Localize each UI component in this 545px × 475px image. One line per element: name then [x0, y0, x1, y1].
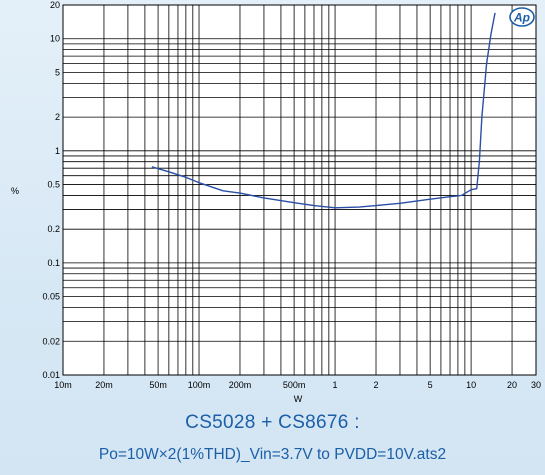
ap-logo: Ap [509, 7, 535, 27]
series-line-0 [151, 12, 496, 209]
chart-title: CS5028 + CS8676 : [185, 412, 360, 433]
y-tick-label: 0.1 [47, 258, 60, 268]
y-tick-labels: 0.01 0.02 0.05 0.1 0.2 0.5 1 2 5 10 20 [42, 0, 60, 380]
y-tick-label: 0.5 [47, 180, 60, 190]
x-tick-label: 20 [507, 380, 517, 390]
grid-lines [62, 4, 537, 376]
y-tick-label: 10 [50, 34, 60, 44]
x-tick-label: 2 [374, 380, 379, 390]
y-tick-label: 0.02 [42, 336, 60, 346]
thd-vs-power-chart: 10m 20m 50m 100m 200m 500m 1 2 5 10 20 30 0.010.020… [11, 0, 541, 404]
x-tick-label: 10m [54, 380, 72, 390]
x-tick-label: 200m [229, 380, 252, 390]
ap-logo-ring [509, 7, 535, 27]
y-tick-label: 5 [55, 67, 60, 77]
series-layer [151, 12, 496, 209]
x-tick-label: 30 [531, 380, 541, 390]
y-tick-label: 1 [55, 146, 60, 156]
plot-area-border [62, 4, 537, 376]
x-tick-label: 50m [149, 380, 167, 390]
x-tick-label: 500m [283, 380, 306, 390]
y-tick-label: 0.01 [42, 370, 60, 380]
y-tick-label: 0.05 [42, 292, 60, 302]
chart-subtitle: Po=10W×2(1%THD)_Vin=3.7V to PVDD=10V.ats… [98, 446, 447, 463]
y-tick-label: 20 [50, 0, 60, 10]
x-tick-label: 20m [95, 380, 113, 390]
x-tick-label: 1 [333, 380, 338, 390]
x-tick-label: 100m [188, 380, 211, 390]
x-tick-label: 10 [466, 380, 476, 390]
y-axis-label: % [11, 186, 19, 196]
y-tick-label: 2 [55, 112, 60, 122]
x-tick-labels: 10m 20m 50m 100m 200m 500m 1 2 5 10 20 30 [54, 380, 541, 390]
ap-logo-text: Ap [513, 11, 530, 25]
x-tick-label: 5 [428, 380, 433, 390]
y-tick-label: 0.2 [47, 224, 60, 234]
plot-area-background [63, 5, 536, 375]
x-axis-label: W [294, 394, 303, 404]
